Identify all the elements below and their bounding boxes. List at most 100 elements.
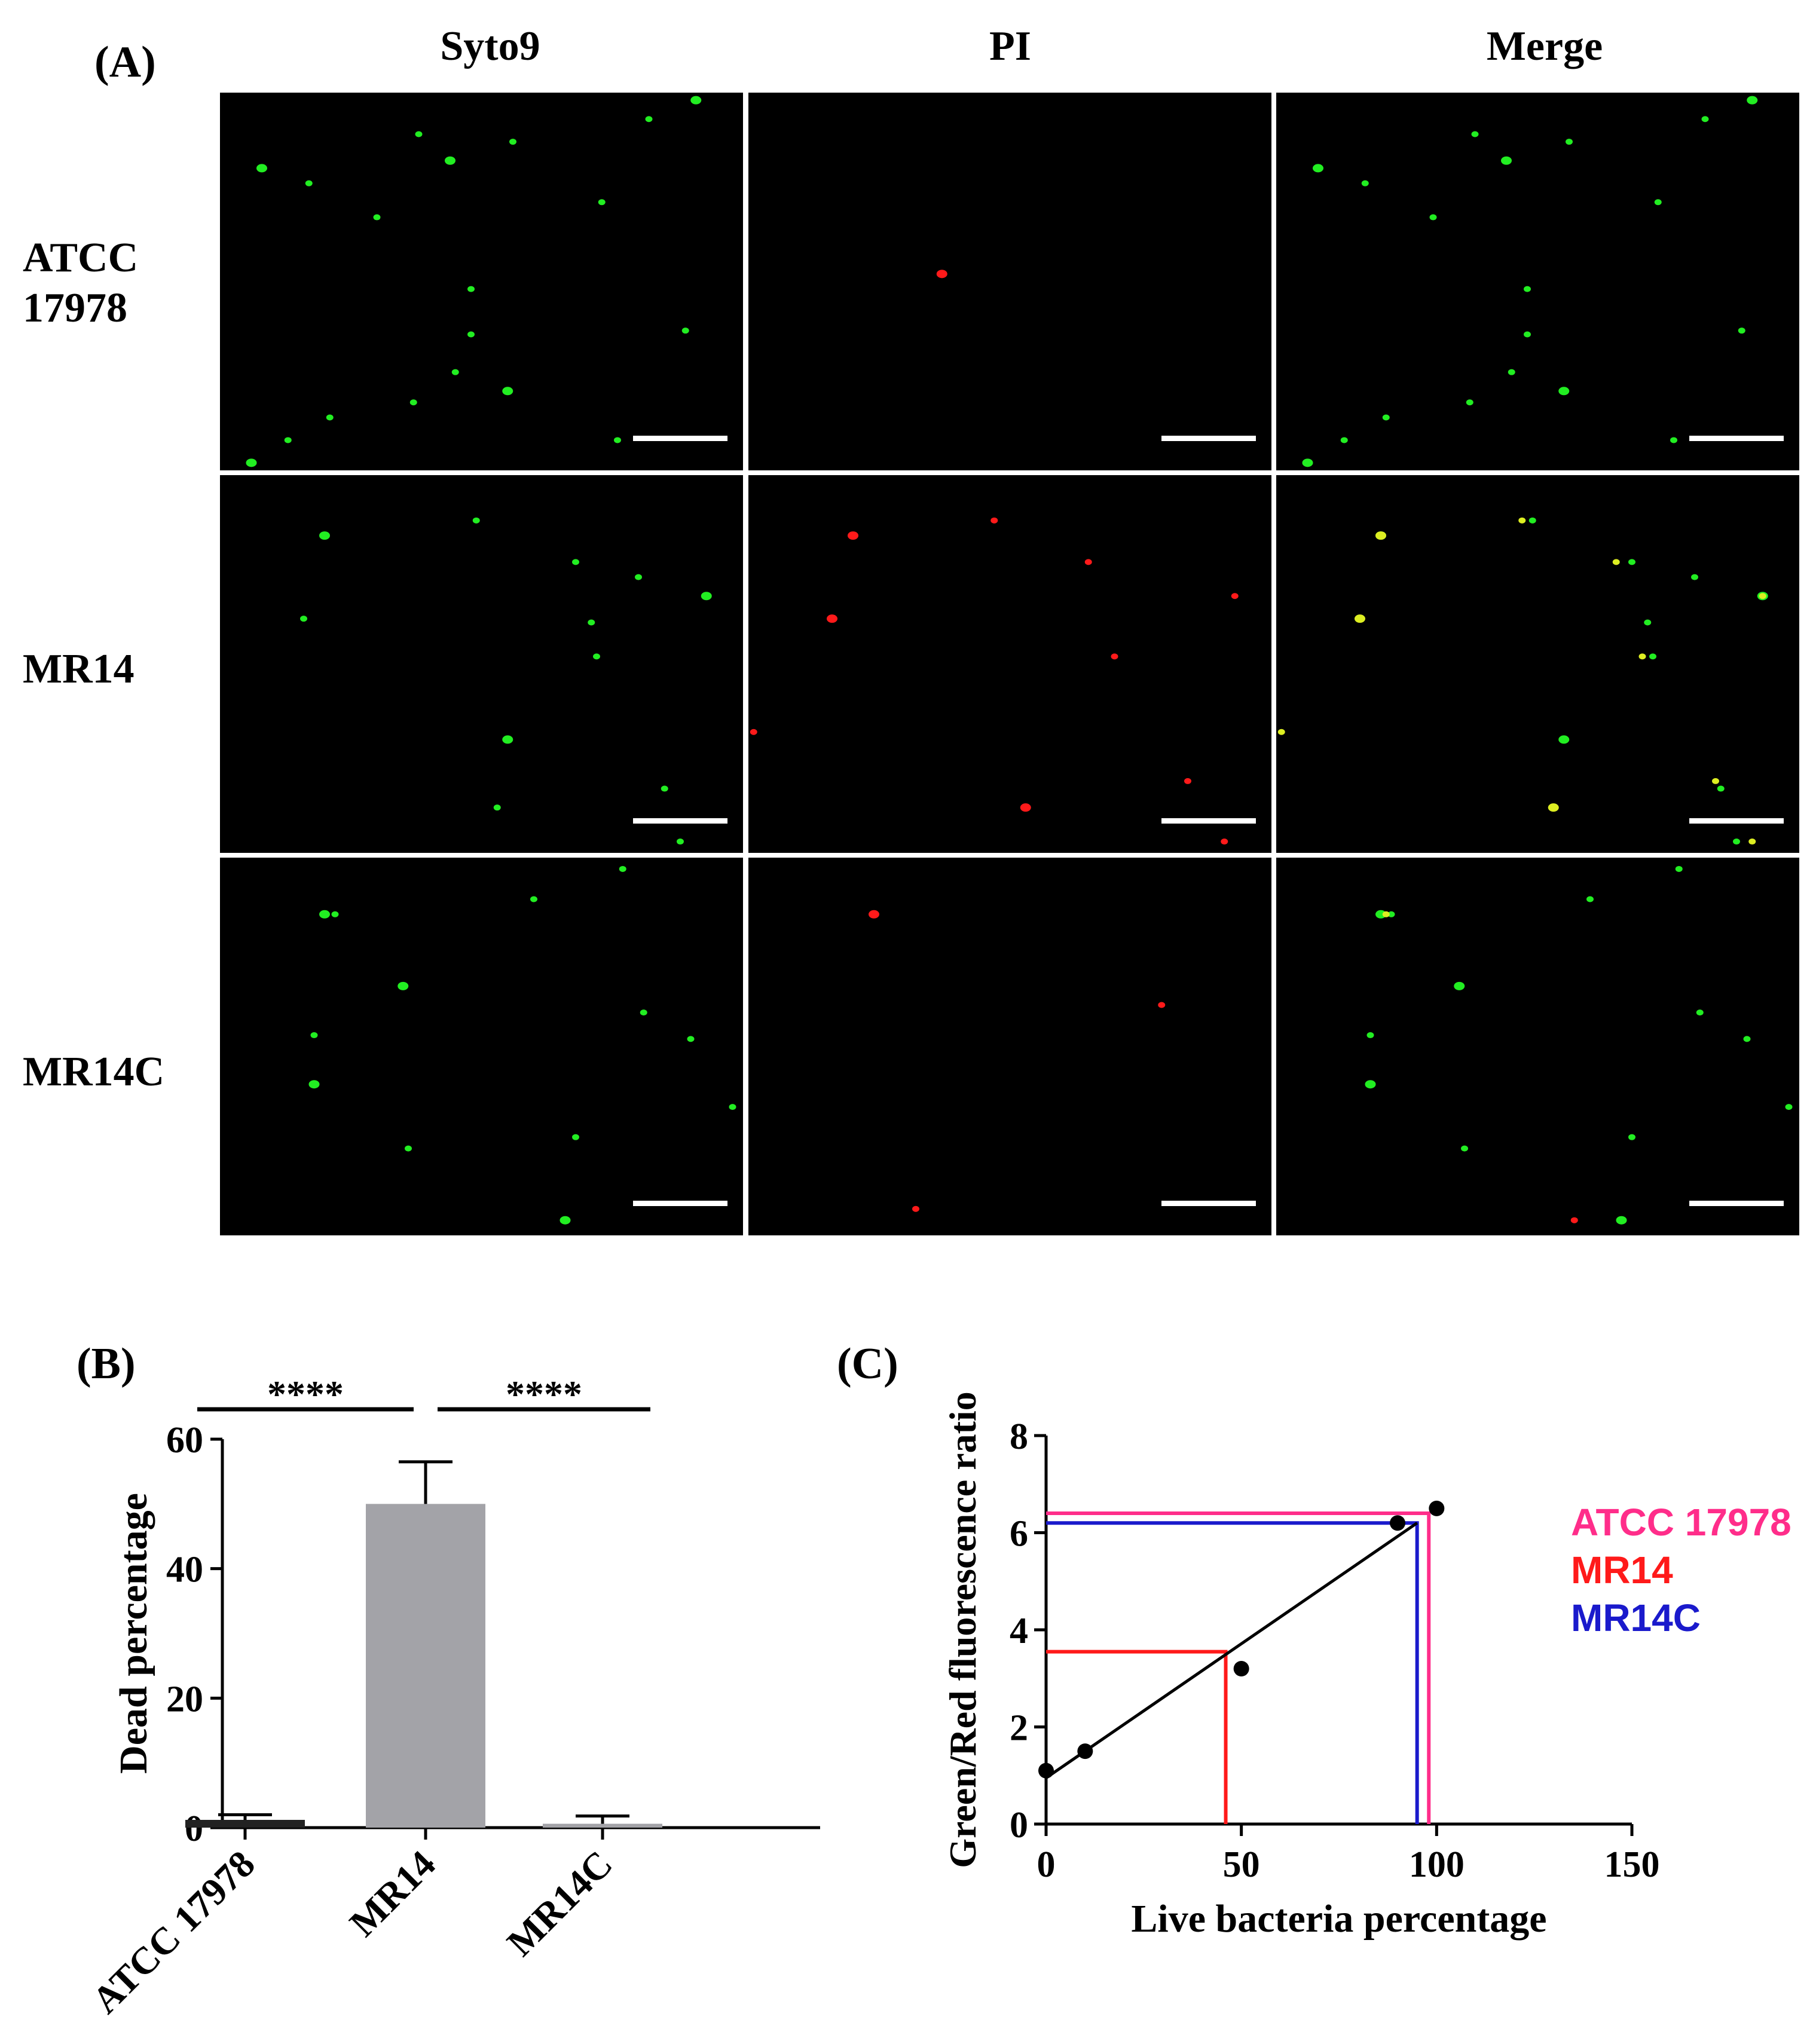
micrograph-atcc-syto9	[220, 93, 743, 470]
micrograph-atcc-pi	[748, 93, 1271, 470]
bacterium-dot	[614, 437, 621, 443]
bacterium-dot	[319, 910, 330, 919]
bacterium-dot	[1375, 531, 1386, 540]
data-point	[1233, 1661, 1249, 1676]
bacterium-dot	[1528, 517, 1536, 524]
bacterium-dot	[827, 614, 837, 623]
bacterium-dot	[1586, 896, 1594, 902]
x-tick-label: MR14C	[499, 1843, 620, 1965]
bacterium-dot	[1524, 286, 1531, 292]
y-tick-label: 6	[1010, 1514, 1028, 1555]
panel-a-label: (A)	[94, 38, 156, 87]
bacterium-dot	[1387, 911, 1395, 917]
bacterium-dot	[1461, 1145, 1468, 1152]
bacterium-dot	[619, 865, 626, 872]
bacterium-dot	[256, 164, 267, 173]
bacterium-dot	[1277, 729, 1285, 735]
micrograph-mr14-syto9	[220, 475, 743, 853]
bacterium-dot	[1785, 1104, 1793, 1110]
bacterium-dot	[1429, 214, 1437, 221]
x-tick-label: 150	[1604, 1844, 1660, 1885]
bacterium-dot	[560, 1216, 571, 1225]
y-tick-label: 40	[166, 1550, 203, 1590]
bacterium-dot	[1382, 911, 1390, 917]
bacterium-dot	[319, 531, 330, 540]
scale-bar	[1161, 436, 1256, 441]
bacterium-dot	[687, 1036, 695, 1042]
bacterium-dot	[1628, 1134, 1635, 1140]
bacterium-dot	[467, 331, 475, 338]
bacterium-dot	[1717, 785, 1725, 792]
bacterium-dot	[1313, 164, 1323, 173]
bacterium-dot	[1365, 1080, 1376, 1089]
x-tick-label: MR14	[341, 1843, 444, 1945]
bacterium-dot	[1701, 116, 1709, 123]
scale-bar	[1689, 1201, 1784, 1206]
bacterium-dot	[331, 911, 339, 917]
bacterium-dot	[572, 559, 579, 565]
y-tick-label: 4	[1010, 1611, 1028, 1651]
bacterium-dot	[502, 387, 513, 396]
bacterium-dot	[1221, 839, 1228, 845]
bacterium-dot	[1743, 1036, 1751, 1042]
bacterium-dot	[1111, 653, 1118, 660]
row-label-line2: 17978	[23, 285, 127, 331]
fit-line	[1045, 1522, 1418, 1779]
bacterium-dot	[1302, 458, 1313, 467]
bacterium-dot	[451, 369, 459, 375]
data-point	[1038, 1763, 1054, 1779]
bacterium-dot	[1733, 839, 1740, 845]
bacterium-dot	[701, 592, 712, 601]
bacterium-dot	[1670, 437, 1677, 443]
bacterium-dot	[305, 180, 313, 186]
y-tick-label: 2	[1010, 1708, 1028, 1749]
bacterium-dot	[1184, 778, 1191, 784]
bacterium-dot	[300, 616, 307, 622]
bar	[543, 1823, 662, 1828]
x-tick-label: 100	[1409, 1844, 1465, 1885]
bacterium-dot	[1355, 614, 1365, 623]
bacterium-dot	[530, 896, 537, 902]
bacterium-dot	[1366, 1032, 1374, 1039]
x-tick-label: 0	[1037, 1844, 1056, 1885]
column-header-syto9: Syto9	[440, 23, 540, 69]
bacterium-dot	[572, 1134, 579, 1140]
row-label-line1: ATCC	[23, 235, 139, 281]
micrograph-atcc-merge	[1276, 93, 1799, 470]
y-tick-label: 20	[166, 1679, 203, 1719]
bacterium-dot	[472, 517, 480, 524]
bacterium-dot	[635, 574, 642, 580]
bacterium-dot	[1748, 839, 1756, 845]
data-point	[1077, 1743, 1093, 1760]
bacterium-dot	[1675, 865, 1683, 872]
bacterium-dot	[1612, 559, 1620, 565]
micrograph-mr14-merge	[1276, 475, 1799, 853]
bar	[366, 1504, 485, 1828]
bacterium-dot	[661, 785, 668, 792]
bacterium-dot	[1501, 156, 1512, 165]
reference-line-atcc-17978	[1046, 1511, 1431, 1824]
row-label-mr14c: MR14C	[23, 1049, 165, 1095]
x-tick-label: 50	[1223, 1844, 1260, 1885]
bacterium-dot	[373, 214, 381, 221]
micrograph-mr14c-merge	[1276, 858, 1799, 1235]
bacterium-dot	[750, 729, 757, 735]
bacterium-dot	[1759, 593, 1766, 599]
bacterium-dot	[1566, 139, 1573, 145]
bacterium-dot	[588, 619, 595, 626]
bacterium-dot	[1548, 803, 1559, 812]
legend-atcc-17978: ATCC 17978	[1571, 1501, 1791, 1544]
bacterium-dot	[1654, 199, 1662, 206]
bacterium-dot	[1340, 437, 1348, 443]
data-point	[1390, 1515, 1405, 1531]
bacterium-dot	[1712, 778, 1719, 784]
bacterium-dot	[1084, 559, 1092, 565]
bacterium-dot	[1558, 387, 1570, 396]
x-axis-label: Live bacteria percentage	[1131, 1897, 1546, 1941]
bacterium-dot	[409, 399, 417, 406]
bacterium-dot	[593, 653, 600, 660]
bacterium-dot	[1628, 559, 1635, 565]
bacterium-dot	[308, 1080, 320, 1089]
bacterium-dot	[1644, 619, 1652, 626]
bacterium-dot	[1696, 1009, 1704, 1016]
